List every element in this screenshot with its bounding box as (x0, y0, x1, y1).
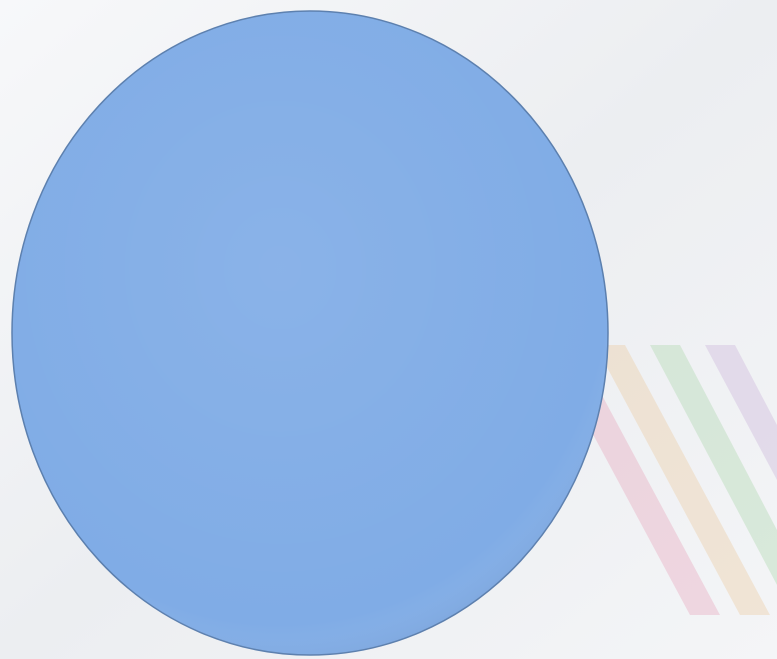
pie-slice (11, 10, 609, 656)
